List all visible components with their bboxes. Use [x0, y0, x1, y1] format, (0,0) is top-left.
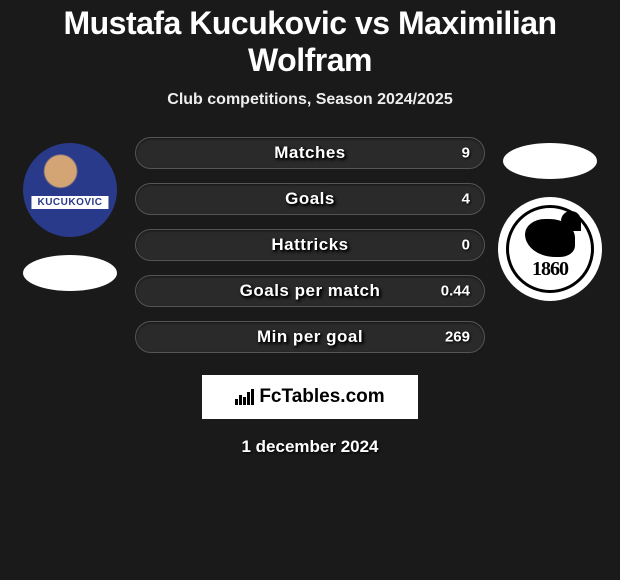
page-title: Mustafa Kucukovic vs Maximilian Wolfram	[0, 5, 620, 79]
stat-label: Hattricks	[271, 235, 348, 255]
player-left-club-logo	[23, 255, 117, 291]
stat-label: Goals	[285, 189, 335, 209]
stats-area: KUCUKOVIC Matches 9 Goals 4 Hattricks 0	[0, 137, 620, 353]
bar-chart-icon	[235, 389, 255, 405]
stat-label: Goals per match	[240, 281, 381, 301]
player-right-club-logo-top	[503, 143, 597, 179]
brand-rest: Tables.com	[282, 386, 385, 407]
footer: FcTables.com 1 december 2024	[0, 375, 620, 457]
stat-right-value: 0	[462, 237, 470, 254]
left-column: KUCUKOVIC	[15, 137, 125, 291]
stat-label: Min per goal	[257, 327, 363, 347]
player-left-avatar: KUCUKOVIC	[23, 143, 117, 237]
brand-text: FcTables.com	[259, 386, 384, 408]
badge-inner: 1860	[506, 205, 594, 293]
infographic-container: Mustafa Kucukovic vs Maximilian Wolfram …	[0, 0, 620, 457]
stat-bar: Goals 4	[135, 183, 485, 215]
stat-bar: Min per goal 269	[135, 321, 485, 353]
badge-year: 1860	[532, 259, 568, 279]
stat-bar: Goals per match 0.44	[135, 275, 485, 307]
player-right-club-badge: 1860	[498, 197, 602, 301]
stat-right-value: 9	[462, 145, 470, 162]
stat-right-value: 0.44	[441, 283, 470, 300]
brand-fc: Fc	[259, 386, 281, 407]
stat-label: Matches	[274, 143, 346, 163]
subtitle: Club competitions, Season 2024/2025	[0, 91, 620, 109]
brand-box: FcTables.com	[202, 375, 418, 419]
player-left-shirt-name: KUCUKOVIC	[31, 196, 108, 209]
right-column: 1860	[495, 137, 605, 301]
stat-right-value: 4	[462, 191, 470, 208]
lion-icon	[525, 219, 575, 257]
stats-column: Matches 9 Goals 4 Hattricks 0 Goals per …	[135, 137, 485, 353]
date-text: 1 december 2024	[241, 437, 378, 457]
stat-right-value: 269	[445, 329, 470, 346]
stat-bar: Matches 9	[135, 137, 485, 169]
stat-bar: Hattricks 0	[135, 229, 485, 261]
